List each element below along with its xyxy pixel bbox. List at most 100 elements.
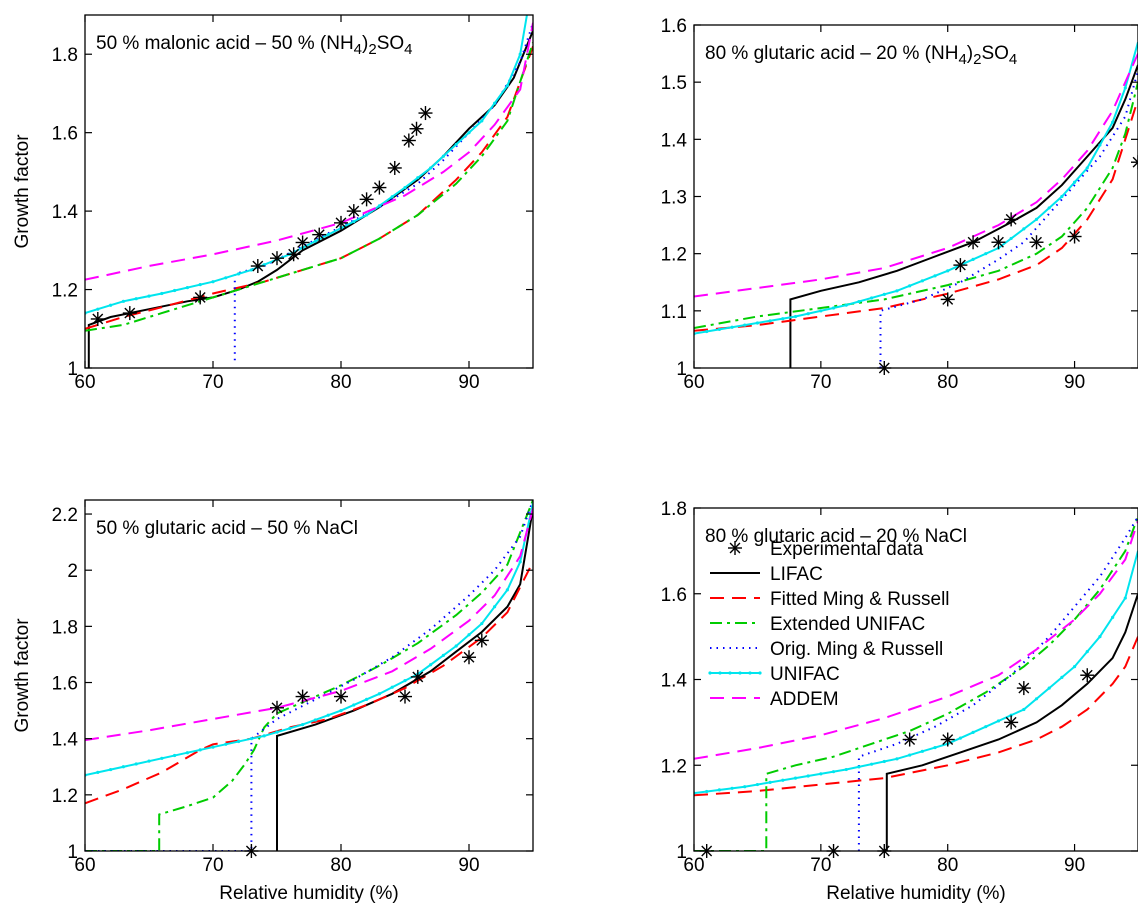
unifac-marker xyxy=(946,269,950,273)
y-tick-label: 1.6 xyxy=(52,674,78,695)
legend-dot xyxy=(718,671,722,675)
unifac-marker xyxy=(933,745,937,750)
series-line-lifac xyxy=(87,30,533,368)
x-tick-label: 80 xyxy=(937,372,958,393)
panel-title: 50 % glutaric acid – 50 % NaCl xyxy=(96,518,358,539)
unifac-marker xyxy=(793,776,798,780)
plot-frame xyxy=(84,14,534,369)
unifac-marker xyxy=(1085,650,1089,654)
unifac-marker xyxy=(958,736,963,740)
series-line-extended-unifac xyxy=(85,42,533,332)
unifac-marker xyxy=(730,325,734,329)
y-tick-label: 1.1 xyxy=(661,302,687,323)
unifac-marker xyxy=(755,782,760,787)
legend-label: UNIFAC xyxy=(770,664,840,685)
experimental-point xyxy=(312,227,327,242)
series-line-addem xyxy=(85,508,533,742)
x-axis-label: Relative humidity (%) xyxy=(219,883,399,904)
chart-panel-2: 60 70 80 90 1 1.1 1.2 1.3 1.4 1.5 1.6 80 % glutaric… xyxy=(661,16,1138,393)
unifac-marker xyxy=(831,306,836,310)
series-line-extended-unifac xyxy=(694,81,1138,329)
unifac-marker xyxy=(352,219,356,224)
unifac-marker xyxy=(971,730,975,734)
unifac-marker xyxy=(806,774,810,778)
experimental-markers xyxy=(699,668,1095,858)
legend-dot xyxy=(738,671,742,675)
y-tick-label: 1.2 xyxy=(661,756,687,777)
unifac-marker xyxy=(743,323,747,327)
x-tick-label: 70 xyxy=(202,372,223,393)
y-tick-label: 1.2 xyxy=(52,786,78,807)
unifac-marker xyxy=(857,299,861,304)
experimental-point xyxy=(334,689,348,704)
chart-panel-1: 60 70 80 90 1 1.2 1.4 1.6 1.8 50 % malonic acid –… xyxy=(12,14,534,393)
unifac-marker xyxy=(313,239,317,243)
experimental-point xyxy=(902,732,917,747)
unifac-marker xyxy=(996,719,1001,723)
unifac-marker xyxy=(1111,615,1115,619)
experimental-markers xyxy=(244,633,489,858)
unifac-marker xyxy=(441,653,445,657)
experimental-point xyxy=(966,235,981,250)
unifac-marker xyxy=(96,770,100,774)
y-tick-label: 1.4 xyxy=(52,730,79,751)
x-tick-label: 60 xyxy=(74,855,95,876)
unifac-marker xyxy=(403,679,407,683)
unifac-marker xyxy=(1009,236,1013,241)
experimental-point xyxy=(398,689,412,704)
unifac-marker xyxy=(1072,180,1077,184)
legend-dot xyxy=(758,671,762,675)
experimental-point xyxy=(1131,155,1138,170)
y-tick-label: 1.2 xyxy=(52,281,78,302)
unifac-marker xyxy=(920,279,924,283)
unifac-marker xyxy=(819,309,823,313)
unifac-marker xyxy=(377,692,381,696)
y-tick-label: 1.4 xyxy=(661,130,688,151)
unifac-marker xyxy=(173,288,177,293)
unifac-marker xyxy=(224,276,228,280)
x-tick-label: 70 xyxy=(810,855,831,876)
experimental-point xyxy=(474,633,489,648)
unifac-marker xyxy=(505,588,509,592)
unifac-marker xyxy=(429,166,433,170)
unifac-marker xyxy=(249,737,253,741)
y-axis-label: Growth factor xyxy=(12,618,33,733)
unifac-marker xyxy=(275,730,279,734)
unifac-marker xyxy=(743,785,747,789)
unifac-marker xyxy=(288,726,292,730)
series-group xyxy=(694,516,1138,851)
experimental-point xyxy=(1067,229,1082,244)
legend-dot xyxy=(728,671,732,675)
legend: Experimental data LIFAC Fitted Ming & Russ… xyxy=(708,539,950,710)
legend-label: LIFAC xyxy=(770,564,823,585)
unifac-marker xyxy=(505,84,509,88)
unifac-marker xyxy=(908,284,912,288)
unifac-marker xyxy=(1034,697,1039,701)
unifac-marker xyxy=(121,299,125,303)
unifac-marker xyxy=(96,307,100,311)
unifac-marker xyxy=(717,327,721,332)
unifac-marker xyxy=(198,748,202,752)
y-tick-label: 1.3 xyxy=(661,188,687,209)
x-tick-label: 90 xyxy=(458,855,479,876)
unifac-marker xyxy=(1060,675,1064,679)
experimental-point xyxy=(953,258,968,273)
panel-title: 50 % malonic acid – 50 % (NH4)2SO4 xyxy=(96,33,412,58)
unifac-marker xyxy=(518,560,522,564)
unifac-marker xyxy=(365,697,369,701)
legend-dot xyxy=(748,671,752,675)
unifac-marker xyxy=(730,786,734,790)
experimental-point xyxy=(250,259,265,274)
unifac-marker xyxy=(493,605,497,609)
unifac-marker xyxy=(454,142,458,147)
x-tick-label: 70 xyxy=(202,855,223,876)
unifac-marker xyxy=(390,195,394,199)
unifac-marker xyxy=(352,703,356,707)
experimental-point xyxy=(346,204,361,219)
unifac-marker xyxy=(781,778,785,782)
experimental-point xyxy=(270,700,284,715)
unifac-marker xyxy=(173,753,177,758)
unifac-marker xyxy=(121,765,125,769)
experimental-point xyxy=(359,192,374,207)
